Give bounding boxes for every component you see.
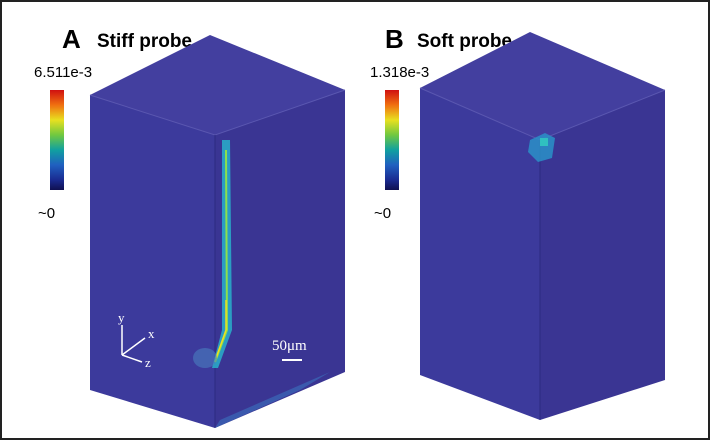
panel-letter: A [62, 24, 81, 54]
axis-label: y [118, 310, 125, 325]
panel-letter: B [385, 24, 404, 54]
box-a [90, 35, 345, 428]
axis-label: x [148, 326, 155, 341]
axis-label: z [145, 355, 151, 370]
colorbar [385, 90, 399, 190]
figure: A Stiff probe 6.511e-3 ~0 y x z 50μm B S… [0, 0, 710, 440]
colorbar-min: ~0 [374, 205, 391, 222]
scale-bar-label: 50μm [272, 338, 307, 354]
colorbar-max: 1.318e-3 [370, 64, 429, 81]
colorbar-max: 6.511e-3 [34, 64, 92, 81]
box-b [420, 32, 665, 420]
panel-title: Stiff probe [97, 31, 192, 52]
colorbar-min: ~0 [38, 205, 55, 222]
colorbar [50, 90, 64, 190]
